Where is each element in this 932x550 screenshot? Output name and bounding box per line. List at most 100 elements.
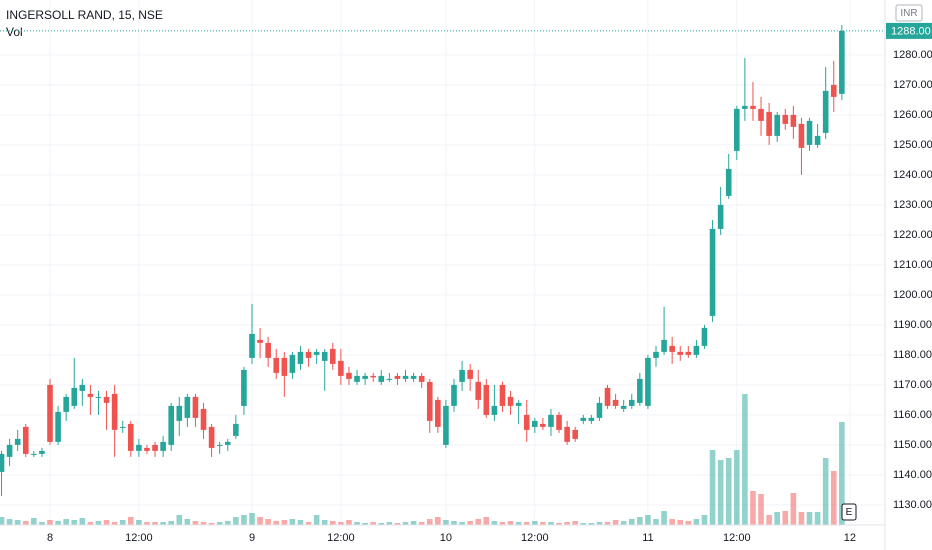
candle-body — [394, 375, 401, 379]
candle-body — [192, 396, 199, 418]
candle-body — [790, 114, 797, 127]
y-tick-label: 1140.00 — [893, 469, 932, 481]
volume-bar — [63, 519, 69, 525]
earnings-badge[interactable] — [841, 503, 857, 521]
candle-body — [14, 438, 21, 445]
volume-bar — [338, 522, 344, 525]
volume-bar — [144, 522, 150, 525]
volume-bar — [620, 521, 627, 525]
volume-bar — [580, 523, 587, 525]
volume-bar — [612, 520, 619, 525]
volume-bar — [321, 520, 328, 525]
candle-body — [136, 444, 142, 451]
volume-bar — [152, 522, 158, 525]
candle-body — [814, 135, 821, 145]
candle-body — [321, 351, 328, 361]
volume-bar — [523, 522, 530, 525]
candle-body — [378, 375, 385, 382]
candle-body — [208, 426, 215, 448]
currency: INR — [900, 8, 917, 19]
volume-bar — [467, 521, 473, 525]
volume-bar — [451, 521, 457, 525]
candle-body — [6, 444, 13, 457]
volume-bar — [637, 517, 643, 525]
candle-body — [499, 384, 506, 406]
volume-bar — [208, 523, 215, 525]
candle-body — [346, 372, 352, 379]
volume-bar — [806, 512, 813, 525]
candle-body — [532, 420, 538, 427]
candle-body — [669, 345, 675, 352]
candle-body — [128, 423, 134, 451]
candle-body — [742, 105, 748, 109]
candle-body — [31, 453, 37, 455]
volume-bar — [693, 519, 700, 525]
volume-bar — [556, 523, 562, 525]
candle-body — [257, 339, 263, 343]
volume-bar — [249, 513, 255, 525]
volume-bar — [758, 494, 764, 525]
volume-bar — [378, 523, 385, 525]
candle-body — [572, 429, 578, 439]
currency-box[interactable] — [895, 4, 923, 22]
candle-body — [281, 357, 288, 376]
volume-bar — [176, 515, 183, 525]
candle-body — [685, 351, 692, 355]
candle-body — [71, 387, 78, 406]
candle-body — [734, 108, 740, 151]
candle-body — [362, 375, 368, 379]
candle-body — [233, 423, 239, 436]
volume-bar — [289, 519, 296, 525]
indicator-label: Vol — [6, 25, 23, 39]
candle-body — [200, 408, 207, 430]
volume-bar — [548, 522, 554, 525]
volume-bar — [354, 522, 360, 525]
volume-bar — [0, 517, 5, 525]
volume-bar — [830, 471, 837, 525]
candle-body — [467, 369, 473, 379]
candle-body — [313, 351, 320, 355]
volume-bar — [677, 520, 684, 525]
candle-body — [677, 351, 684, 355]
volume-bar — [766, 515, 772, 525]
candle-body — [265, 342, 271, 358]
volume-bar — [491, 521, 498, 525]
candle-body — [515, 402, 522, 406]
x-tick-label: 12:00 — [125, 532, 153, 544]
candle-body — [273, 357, 280, 373]
volume-bar — [87, 522, 94, 525]
volume-bar — [95, 521, 102, 525]
volume-bar — [160, 522, 166, 525]
candle-body — [806, 120, 813, 145]
volume-bar — [119, 520, 126, 525]
candle-body — [87, 393, 94, 397]
volume-bar — [717, 460, 724, 525]
candle-body — [63, 396, 69, 412]
volume-bar — [499, 522, 506, 525]
volume-bar — [774, 512, 780, 525]
volume-bar — [313, 515, 320, 525]
volume-bar — [14, 520, 21, 525]
volume-bar — [31, 518, 37, 525]
volume-bar — [572, 521, 578, 525]
volume-bar — [661, 511, 667, 525]
volume-bar — [297, 520, 304, 525]
candle-body — [305, 351, 312, 358]
candle-body — [79, 384, 86, 391]
candle-body — [451, 384, 457, 406]
candle-body — [839, 30, 845, 94]
candle-body — [701, 327, 708, 346]
volume-bar — [564, 522, 570, 525]
y-tick-label: 1230.00 — [893, 199, 932, 211]
volume-bar — [22, 521, 29, 525]
candle-body — [95, 396, 102, 398]
candle-body — [176, 405, 183, 421]
volume-bar — [6, 519, 13, 525]
volume-bar — [669, 519, 675, 525]
y-tick-label: 1280.00 — [893, 49, 932, 61]
x-tick-label: 12:00 — [327, 532, 355, 544]
candle-body — [564, 426, 570, 442]
y-tick-label: 1160.00 — [893, 409, 932, 421]
x-tick-label: 10 — [440, 532, 452, 544]
